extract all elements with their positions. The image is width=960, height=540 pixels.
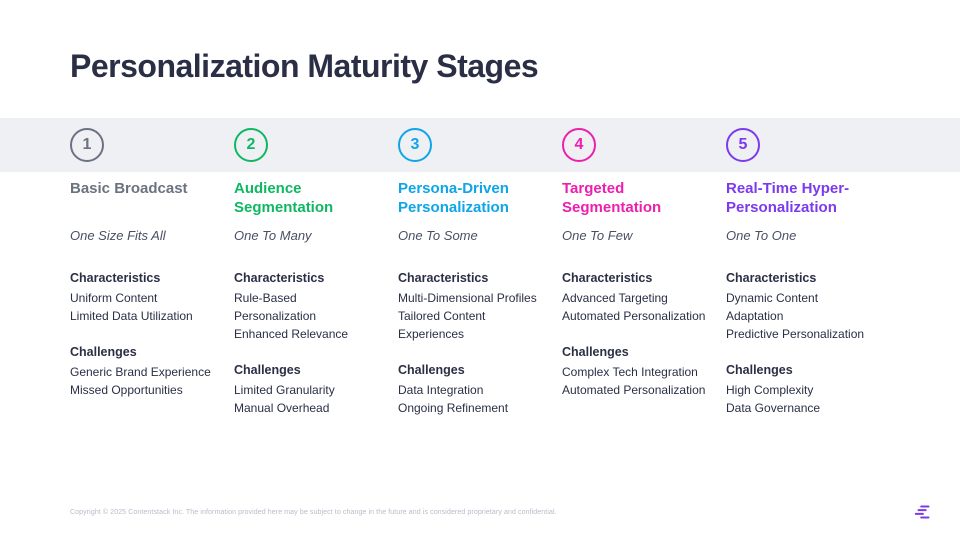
stage-column: 2 Audience Segmentation One To Many Charact… — [234, 118, 398, 437]
challenges-list: Generic Brand ExperienceMissed Opportuni… — [70, 363, 216, 399]
stage-column: 1 Basic Broadcast One Size Fits All Charact… — [70, 118, 234, 437]
stage-number-badge: 4 — [562, 128, 596, 162]
characteristics-label: Characteristics — [562, 271, 708, 285]
characteristics-label: Characteristics — [234, 271, 380, 285]
characteristics-label: Characteristics — [70, 271, 216, 285]
challenges-label: Challenges — [726, 363, 872, 377]
stage-column: 5 Real-Time Hyper-Personalization One To O… — [726, 118, 890, 437]
list-item: Ongoing Refinement — [398, 399, 544, 417]
list-item: Rule-Based Personalization — [234, 289, 380, 325]
characteristics-list: Multi-Dimensional ProfilesTailored Conte… — [398, 289, 544, 343]
stage-column: 3 Persona-Driven Personalization One To So… — [398, 118, 562, 437]
stage-subtitle: One To Many — [234, 228, 380, 243]
stage-title: Real-Time Hyper-Personalization — [726, 180, 872, 220]
brand-logo-icon — [912, 500, 934, 522]
list-item: Complex Tech Integration — [562, 363, 708, 381]
stage-subtitle: One To One — [726, 228, 872, 243]
list-item: Predictive Personalization — [726, 325, 872, 343]
list-item: Generic Brand Experience — [70, 363, 216, 381]
stage-title: Persona-Driven Personalization — [398, 180, 544, 220]
logo-svg — [912, 500, 934, 522]
list-item: Limited Granularity — [234, 381, 380, 399]
stage-subtitle: One To Some — [398, 228, 544, 243]
challenges-list: Complex Tech IntegrationAutomated Person… — [562, 363, 708, 399]
list-item: Advanced Targeting — [562, 289, 708, 307]
challenges-list: Data IntegrationOngoing Refinement — [398, 381, 544, 417]
list-item: High Complexity — [726, 381, 872, 399]
stage-title: Basic Broadcast — [70, 180, 216, 220]
list-item: Missed Opportunities — [70, 381, 216, 399]
challenges-label: Challenges — [398, 363, 544, 377]
challenges-label: Challenges — [234, 363, 380, 377]
list-item: Automated Personalization — [562, 307, 708, 325]
copyright-footer: Copyright © 2025 Contentstack Inc. The i… — [70, 509, 557, 516]
characteristics-list: Uniform ContentLimited Data Utilization — [70, 289, 216, 325]
list-item: Manual Overhead — [234, 399, 380, 417]
characteristics-list: Advanced TargetingAutomated Personalizat… — [562, 289, 708, 325]
stages-row: 1 Basic Broadcast One Size Fits All Charact… — [70, 118, 890, 437]
stage-number-badge: 3 — [398, 128, 432, 162]
challenges-label: Challenges — [70, 345, 216, 359]
list-item: Multi-Dimensional Profiles — [398, 289, 544, 307]
stage-number-badge: 5 — [726, 128, 760, 162]
list-item: Uniform Content — [70, 289, 216, 307]
characteristics-label: Characteristics — [398, 271, 544, 285]
list-item: Automated Personalization — [562, 381, 708, 399]
stage-title: Audience Segmentation — [234, 180, 380, 220]
characteristics-list: Dynamic Content AdaptationPredictive Per… — [726, 289, 872, 343]
challenges-list: Limited GranularityManual Overhead — [234, 381, 380, 417]
stage-number-badge: 2 — [234, 128, 268, 162]
characteristics-label: Characteristics — [726, 271, 872, 285]
list-item: Enhanced Relevance — [234, 325, 380, 343]
list-item: Dynamic Content Adaptation — [726, 289, 872, 325]
stage-subtitle: One Size Fits All — [70, 228, 216, 243]
characteristics-list: Rule-Based PersonalizationEnhanced Relev… — [234, 289, 380, 343]
challenges-list: High ComplexityData Governance — [726, 381, 872, 417]
list-item: Tailored Content Experiences — [398, 307, 544, 343]
list-item: Limited Data Utilization — [70, 307, 216, 325]
stage-number-badge: 1 — [70, 128, 104, 162]
list-item: Data Governance — [726, 399, 872, 417]
list-item: Data Integration — [398, 381, 544, 399]
slide: Personalization Maturity Stages 1 Basic B… — [0, 0, 960, 540]
challenges-label: Challenges — [562, 345, 708, 359]
stage-column: 4 Targeted Segmentation One To Few Characte… — [562, 118, 726, 437]
page-title: Personalization Maturity Stages — [70, 48, 538, 85]
stage-subtitle: One To Few — [562, 228, 708, 243]
stage-title: Targeted Segmentation — [562, 180, 708, 220]
